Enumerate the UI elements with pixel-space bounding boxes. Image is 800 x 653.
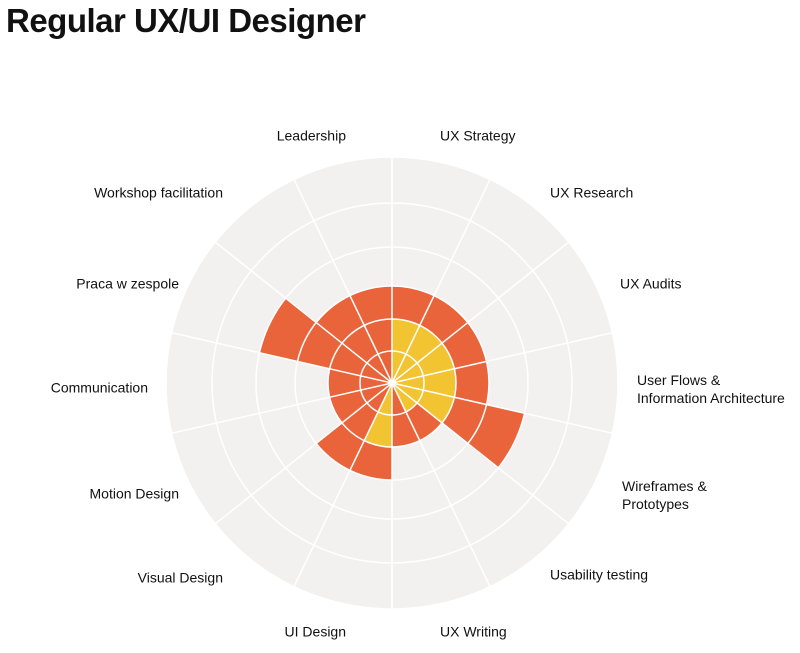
category-label: UX Strategy <box>440 128 515 144</box>
inner-bar <box>392 325 443 383</box>
grid-spoke <box>293 179 393 384</box>
category-label-line: Wireframes & <box>622 478 707 494</box>
outer-bar <box>349 286 392 383</box>
grid-spoke <box>391 179 491 384</box>
outer-bar <box>259 298 392 383</box>
grid-spoke <box>293 382 393 587</box>
chart-grid <box>165 156 619 610</box>
category-label: Wireframes & Prototypes <box>622 478 707 512</box>
category-label: Communication <box>51 380 148 396</box>
grid-spoke <box>391 331 613 384</box>
category-labels: UX Strategy UX Research UX Audits User Flow… <box>51 128 785 640</box>
category-label: Workshop facilitation <box>94 185 223 201</box>
inner-bar <box>392 383 455 423</box>
category-label: Motion Design <box>90 486 180 502</box>
category-label-line: Information Architecture <box>637 390 785 406</box>
inner-bar <box>392 383 418 412</box>
category-label: Praca w zespole <box>76 276 179 292</box>
grid-spoke <box>391 382 491 587</box>
outer-bar <box>329 383 392 423</box>
grid-spoke <box>214 241 393 384</box>
grid-spoke <box>391 241 570 384</box>
grid-spoke <box>391 382 570 525</box>
category-label: UI Design <box>285 624 346 640</box>
grid-spoke <box>171 382 393 435</box>
category-label: User Flows & Information Architecture <box>637 372 785 406</box>
outer-bar <box>316 295 392 383</box>
inner-bar <box>392 343 455 383</box>
category-label-line: User Flows & <box>637 372 721 388</box>
page-title: Regular UX/UI Designer <box>6 2 366 39</box>
grid-spoke <box>171 331 393 384</box>
grid-spoke <box>391 382 613 435</box>
outer-bar <box>316 383 392 471</box>
grid-spoke <box>214 382 393 525</box>
category-label: UX Research <box>550 185 633 201</box>
category-label: Visual Design <box>138 570 223 586</box>
category-label: Leadership <box>277 128 346 144</box>
category-label: UX Writing <box>440 624 507 640</box>
category-label-line: Prototypes <box>622 496 689 512</box>
category-label: UX Audits <box>620 276 681 292</box>
category-label: Usability testing <box>550 567 648 583</box>
